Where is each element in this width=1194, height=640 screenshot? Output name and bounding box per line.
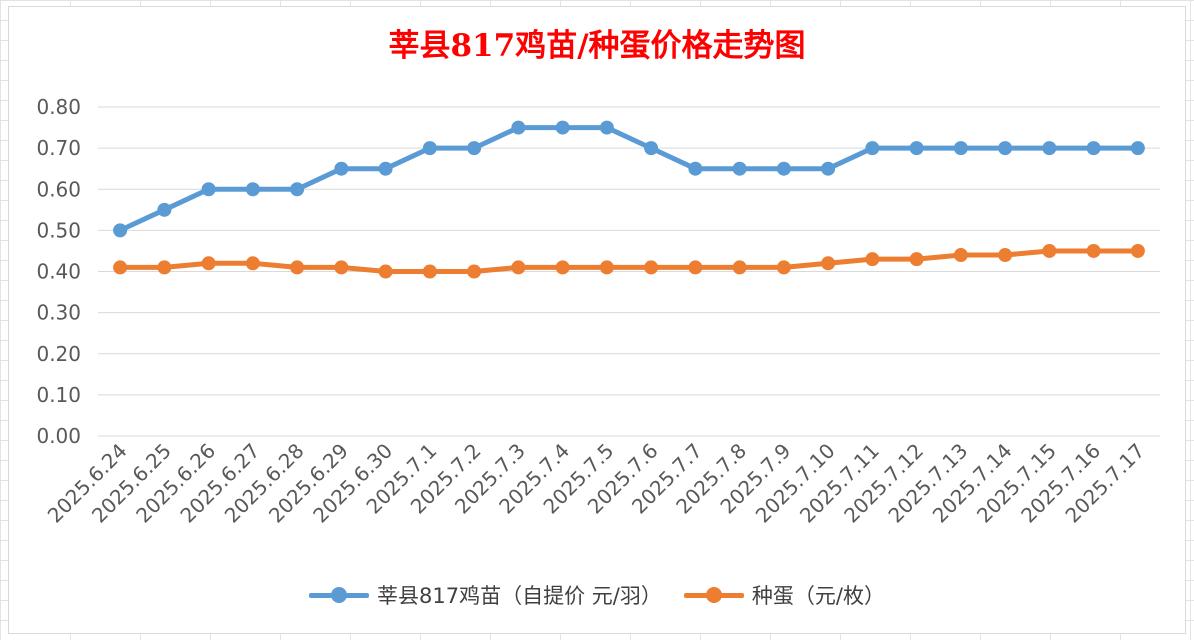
data-point[interactable]	[245, 256, 260, 271]
data-point[interactable]	[201, 256, 216, 271]
data-point[interactable]	[378, 161, 393, 176]
data-point[interactable]	[732, 260, 747, 275]
y-tick-label: 0.80	[36, 95, 81, 119]
legend-label-egg: 种蛋（元/枚）	[751, 584, 885, 608]
data-point[interactable]	[1130, 141, 1145, 156]
data-point[interactable]	[953, 141, 968, 156]
data-point[interactable]	[599, 120, 614, 135]
data-point[interactable]	[865, 252, 880, 267]
chart-area[interactable]	[8, 6, 1186, 634]
data-point[interactable]	[776, 161, 791, 176]
data-point[interactable]	[865, 141, 880, 156]
data-point[interactable]	[998, 248, 1013, 263]
data-point[interactable]	[555, 260, 570, 275]
y-tick-label: 0.60	[36, 177, 81, 201]
gridlines	[98, 106, 1160, 437]
data-point[interactable]	[334, 260, 349, 275]
data-point[interactable]	[334, 161, 349, 176]
series-1	[113, 243, 1145, 279]
chart-title: 莘县817鸡苗/种蛋价格走势图	[388, 28, 806, 64]
y-tick-label: 0.30	[36, 301, 81, 325]
series-line	[117, 248, 1141, 274]
data-point[interactable]	[732, 161, 747, 176]
legend-item-chick[interactable]: 莘县817鸡苗（自提价 元/羽）	[309, 580, 662, 610]
legend: 莘县817鸡苗（自提价 元/羽） 种蛋（元/枚）	[0, 580, 1194, 610]
y-tick-label: 0.50	[36, 218, 81, 242]
data-point[interactable]	[290, 260, 305, 275]
data-point[interactable]	[201, 182, 216, 197]
data-point[interactable]	[113, 223, 128, 238]
data-point[interactable]	[599, 260, 614, 275]
data-point[interactable]	[555, 120, 570, 135]
y-tick-label: 0.20	[36, 342, 81, 366]
data-point[interactable]	[1042, 243, 1057, 258]
data-point[interactable]	[821, 161, 836, 176]
y-tick-label: 0.40	[36, 260, 81, 284]
data-point[interactable]	[644, 260, 659, 275]
legend-item-egg[interactable]: 种蛋（元/枚）	[683, 580, 885, 610]
data-point[interactable]	[776, 260, 791, 275]
legend-marker-egg-icon	[683, 585, 744, 605]
data-point[interactable]	[821, 256, 836, 271]
x-axis-tick-labels: 2025.6.242025.6.252025.6.262025.6.272025…	[43, 439, 1150, 528]
data-point[interactable]	[290, 182, 305, 197]
data-point[interactable]	[422, 264, 437, 279]
y-tick-label: 0.10	[36, 383, 81, 407]
data-point[interactable]	[688, 260, 703, 275]
data-point[interactable]	[909, 141, 924, 156]
legend-label-chick: 莘县817鸡苗（自提价 元/羽）	[377, 584, 662, 608]
data-point[interactable]	[113, 260, 128, 275]
series-0	[113, 120, 1145, 238]
data-point[interactable]	[909, 252, 924, 267]
series-lines	[113, 120, 1145, 279]
data-point[interactable]	[245, 182, 260, 197]
y-tick-label: 0.00	[36, 424, 81, 448]
data-point[interactable]	[1042, 141, 1057, 156]
data-point[interactable]	[1086, 243, 1101, 258]
data-point[interactable]	[157, 202, 172, 217]
data-point[interactable]	[511, 260, 526, 275]
data-point[interactable]	[1086, 141, 1101, 156]
data-point[interactable]	[998, 141, 1013, 156]
data-point[interactable]	[511, 120, 526, 135]
data-point[interactable]	[157, 260, 172, 275]
data-point[interactable]	[1130, 243, 1145, 258]
y-axis-tick-labels: 0.00 0.10 0.20 0.30 0.40 0.50 0.60 0.70 0.80	[36, 95, 81, 448]
data-point[interactable]	[953, 248, 968, 263]
y-tick-label: 0.70	[36, 136, 81, 160]
data-point[interactable]	[688, 161, 703, 176]
data-point[interactable]	[422, 141, 437, 156]
data-point[interactable]	[467, 141, 482, 156]
data-point[interactable]	[378, 264, 393, 279]
series-line	[117, 125, 1141, 233]
data-point[interactable]	[467, 264, 482, 279]
data-point[interactable]	[644, 141, 659, 156]
legend-marker-chick-icon	[309, 585, 370, 605]
